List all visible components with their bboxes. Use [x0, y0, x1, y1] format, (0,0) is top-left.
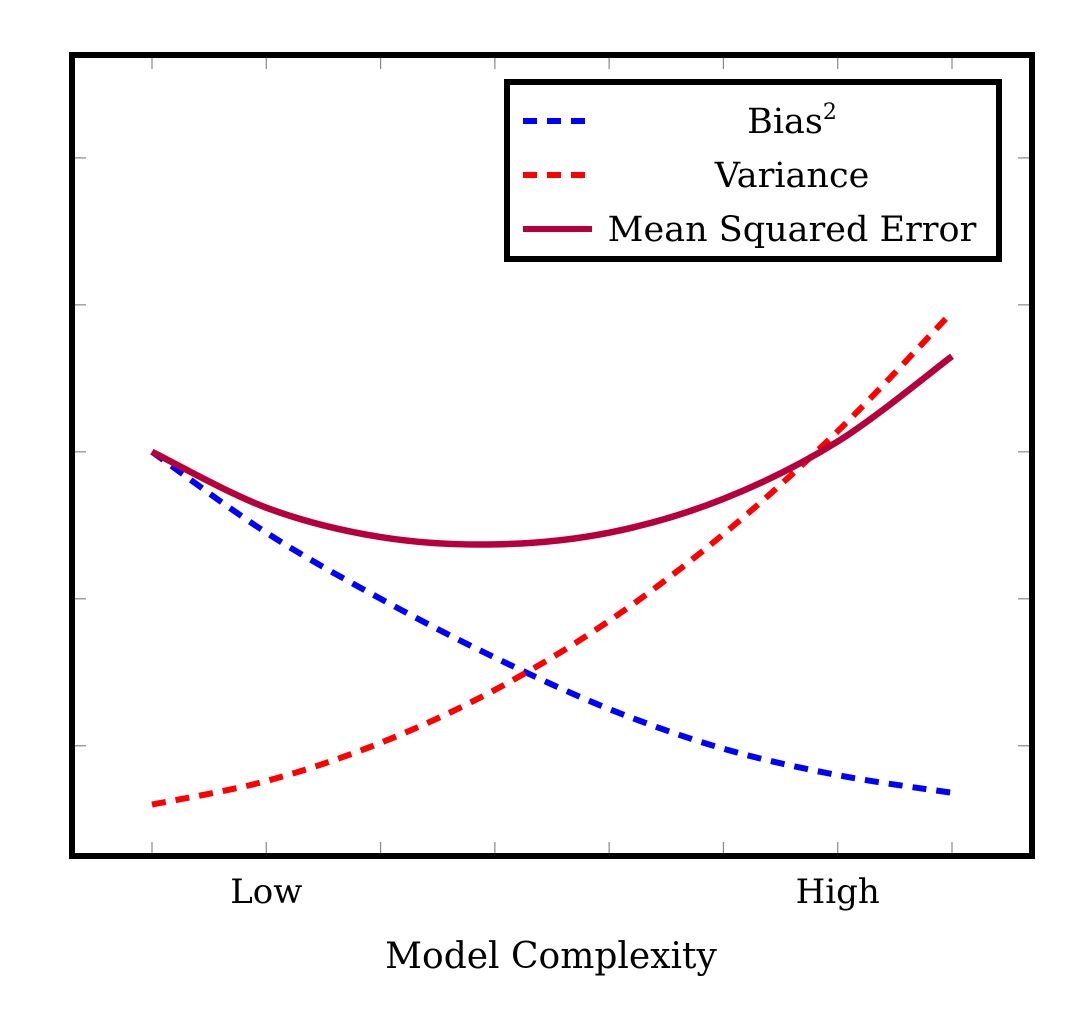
series-line-0	[150, 449, 953, 796]
legend-label-2: Mean Squared Error	[608, 210, 977, 250]
series-layer	[150, 310, 955, 808]
x-tick-label-low: Low	[230, 872, 302, 912]
legend: Bias2 Variance Mean Squared Error	[504, 79, 1002, 262]
x-tick-label-high: High	[796, 872, 880, 912]
series-line-1	[151, 310, 955, 808]
legend-label-1: Variance	[714, 156, 870, 196]
legend-label-0: Bias2	[747, 100, 837, 142]
plot-frame	[69, 52, 1035, 859]
x-tick-labels: Low High	[230, 872, 880, 912]
x-axis-label: Model Complexity	[385, 936, 717, 977]
series-line-2	[150, 353, 954, 548]
